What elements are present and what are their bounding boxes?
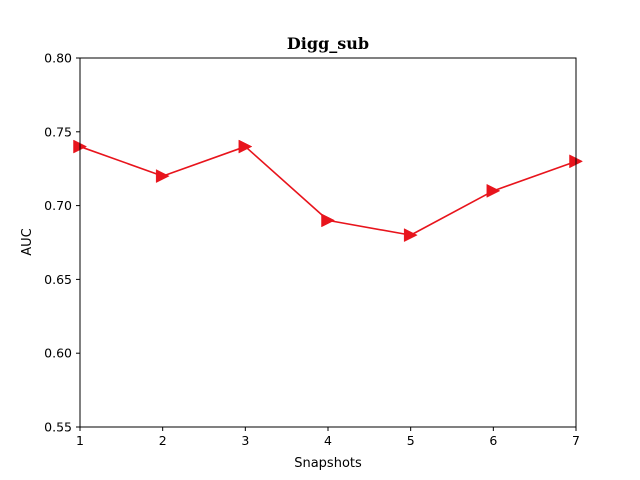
data-point [403, 228, 418, 243]
plot-area: 1 2 3 4 5 6 7 0.55 0.60 0.65 0.70 0.75 0.80 [44, 51, 584, 448]
y-tick-label: 0.60 [44, 346, 72, 361]
x-tick-label: 7 [572, 433, 580, 448]
x-tick-label: 5 [407, 433, 415, 448]
x-axis-label: Snapshots [294, 456, 362, 471]
y-tick-label: 0.80 [44, 51, 72, 66]
y-tick-label: 0.65 [44, 272, 72, 287]
y-axis-label: AUC [20, 228, 35, 256]
x-tick-label: 6 [489, 433, 497, 448]
x-tick-label: 4 [324, 433, 332, 448]
y-tick-label: 0.55 [44, 420, 72, 435]
data-point [155, 169, 170, 183]
y-tick-label: 0.75 [44, 124, 72, 139]
y-tick-label: 0.70 [44, 198, 72, 213]
data-point [238, 139, 253, 154]
x-tick-label: 3 [241, 433, 249, 448]
plot-frame [79, 57, 577, 428]
data-point [321, 213, 336, 228]
x-tick-label: 1 [76, 433, 84, 448]
data-point [486, 183, 501, 198]
chart-title: Digg_sub [287, 34, 369, 53]
x-tick-label: 2 [159, 433, 167, 448]
